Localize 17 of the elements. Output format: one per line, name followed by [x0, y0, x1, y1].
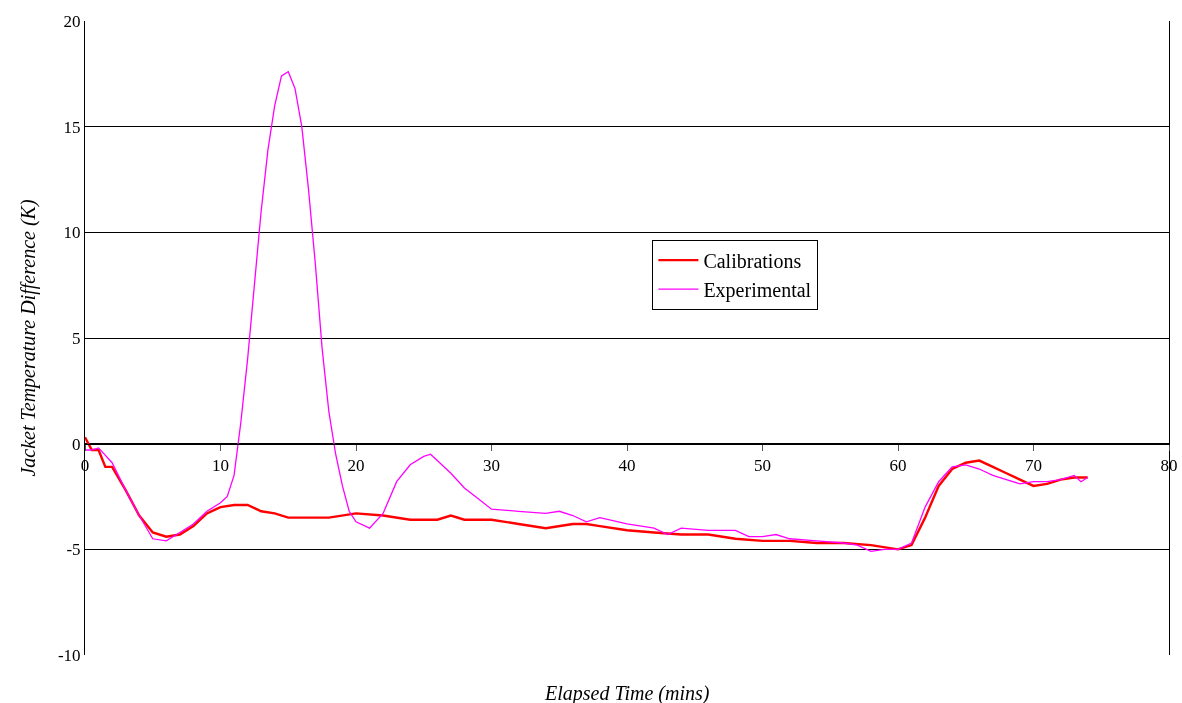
y-tick-label: 5 [72, 328, 81, 348]
x-tick-label: 70 [1025, 456, 1042, 476]
x-tick-label: 60 [889, 456, 907, 476]
y-tick-label: 10 [63, 223, 81, 243]
legend-label: Calibrations [703, 249, 802, 272]
x-tick-label: 40 [618, 456, 636, 476]
y-axis-title: Jacket Temperature Difference (K) [17, 199, 40, 477]
y-tick-label: -5 [66, 540, 81, 560]
y-tick-label: 20 [63, 11, 81, 31]
y-tick-label: -10 [57, 645, 81, 665]
x-tick-label: 50 [754, 456, 771, 476]
x-tick-label: 20 [347, 456, 365, 476]
y-tick-label: 15 [63, 117, 81, 137]
y-tick-label: 0 [72, 434, 81, 454]
legend-label: Experimental [703, 278, 812, 302]
x-tick-label: 30 [483, 456, 500, 476]
x-tick-label: 10 [212, 456, 229, 476]
